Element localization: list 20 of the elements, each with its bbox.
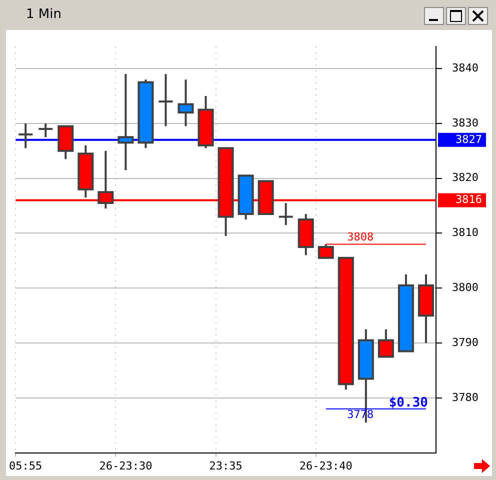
y-tick-label: 3780 [452, 390, 478, 404]
chart-title: 1 Min [26, 7, 62, 22]
candlestick [158, 73, 174, 128]
y-tick-label: 3790 [452, 336, 478, 349]
ref-line-label: 3816 [456, 193, 482, 206]
ref-line-label: 3827 [456, 132, 482, 146]
y-tick-label: 3820 [452, 171, 478, 184]
y-tick-label: 3800 [452, 280, 478, 294]
candlestick [278, 202, 294, 226]
y-tick-label: 3840 [452, 61, 478, 74]
candlestick [38, 122, 54, 138]
x-tick-label: 23:35 [209, 459, 242, 472]
x-tick-label: 26-23:30 [99, 459, 152, 472]
y-tick-label: 3830 [452, 116, 478, 130]
x-tick-label: 26-23:40 [299, 459, 352, 472]
x-tick-label: 05:55 [9, 459, 42, 472]
annotation: $0.30 [388, 396, 428, 411]
y-tick-label: 3810 [452, 226, 478, 240]
annotation: 3808 [347, 230, 374, 244]
candlestick [18, 122, 34, 150]
